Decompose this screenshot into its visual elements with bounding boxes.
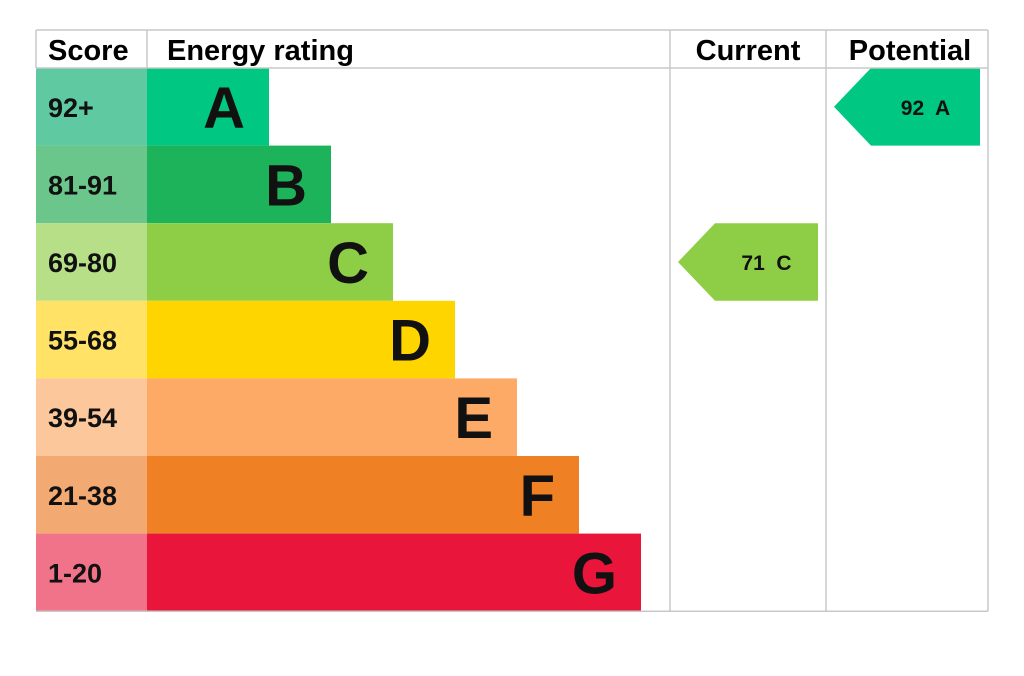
band-row-c: 69-80 C	[36, 223, 393, 301]
band-row-b: 81-91 B	[36, 145, 331, 224]
score-label-d: 55-68	[48, 326, 117, 356]
band-letter-c: C	[327, 231, 369, 296]
potential-rating-marker: 92 A	[834, 68, 980, 146]
score-cell-e	[36, 378, 147, 456]
band-letter-b: B	[265, 153, 307, 218]
score-cell-a	[36, 68, 147, 146]
band-bar-a	[147, 68, 269, 146]
score-label-a: 92+	[48, 93, 94, 123]
score-label-g: 1-20	[48, 558, 102, 588]
band-row-g: 1-20 G	[36, 533, 641, 612]
band-letter-a: A	[203, 76, 245, 141]
score-cell-g	[36, 533, 147, 612]
band-row-f: 21-38 F	[36, 456, 579, 534]
bands-layer: 92+ A 81-91 B 69-80 C 55-68 D 39-54 E 21-38 F 1-20 G	[36, 68, 641, 612]
grid-lines	[35, 29, 989, 612]
score-label-b: 81-91	[48, 170, 117, 200]
arrows-layer: 71 C 92 A	[678, 68, 980, 301]
band-letter-e: E	[454, 386, 493, 451]
score-cell-b	[36, 145, 147, 224]
band-bar-b	[147, 145, 331, 224]
current-rating-marker: 71 C	[678, 223, 818, 301]
band-bar-d	[147, 300, 455, 379]
band-letter-d: D	[389, 309, 431, 374]
current-rating-label: 71 C	[741, 252, 791, 275]
score-cell-c	[36, 223, 147, 301]
score-cell-d	[36, 300, 147, 379]
band-letter-g: G	[572, 541, 617, 606]
header-score: Score	[48, 35, 129, 67]
header-potential: Potential	[849, 35, 971, 67]
score-label-c: 69-80	[48, 248, 117, 278]
score-label-e: 39-54	[48, 403, 117, 433]
score-cell-f	[36, 456, 147, 534]
band-bar-e	[147, 378, 517, 456]
band-row-a: 92+ A	[36, 68, 269, 146]
band-bar-g	[147, 533, 641, 612]
header-energy-rating: Energy rating	[167, 35, 354, 67]
score-label-f: 21-38	[48, 481, 117, 511]
band-bar-f	[147, 456, 579, 534]
potential-rating-arrow	[834, 68, 980, 146]
current-rating-arrow	[678, 223, 818, 301]
potential-rating-label: 92 A	[901, 97, 950, 120]
band-bar-c	[147, 223, 393, 301]
band-letter-f: F	[520, 464, 555, 529]
table-header: Score Energy rating Current Potential	[48, 35, 971, 67]
band-row-e: 39-54 E	[36, 378, 517, 456]
header-current: Current	[696, 35, 801, 67]
band-row-d: 55-68 D	[36, 300, 455, 379]
